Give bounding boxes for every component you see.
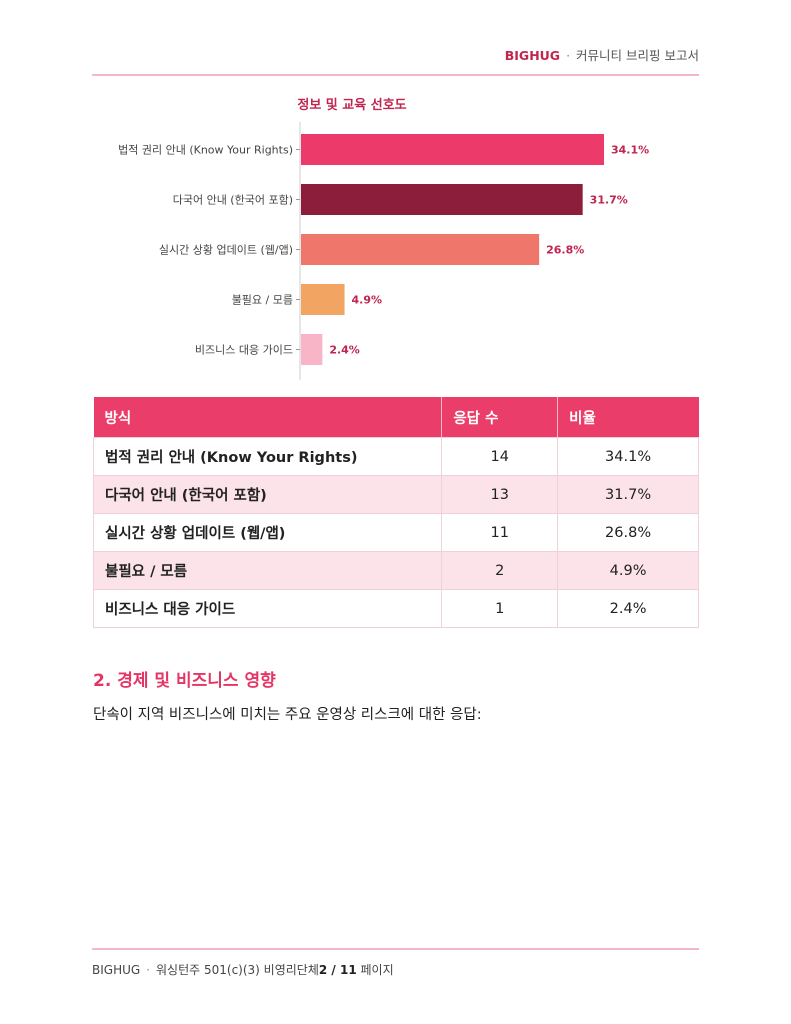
table-cell-count: 1 — [441, 589, 559, 628]
table-row: 비즈니스 대응 가이드 1 2.4% — [92, 589, 699, 628]
table-row: 불필요 / 모름 2 4.9% — [92, 551, 699, 590]
footer-brand: BIGHUG — [92, 963, 141, 977]
chart-data-label: 26.8% — [546, 244, 584, 257]
column-header-ratio: 비율 — [557, 397, 699, 438]
table-cell-ratio: 31.7% — [557, 475, 699, 514]
table-cell-ratio: 26.8% — [557, 513, 699, 552]
table-header-row: 방식 응답 수 비율 — [93, 397, 699, 438]
chart-category-label: 불필요 / 모름 — [232, 294, 293, 307]
table-cell-count: 13 — [441, 475, 559, 514]
table-cell-ratio: 4.9% — [557, 551, 699, 590]
section-title: 2. 경제 및 비즈니스 영향 — [93, 671, 276, 691]
footer-page-number: 2 / 11 — [318, 963, 357, 977]
chart-data-label: 2.4% — [329, 344, 360, 357]
table-cell-method: 법적 권리 안내 (Know Your Rights) — [92, 437, 443, 476]
header-brand: BIGHUG — [504, 48, 561, 63]
section-text: 단속이 지역 비즈니스에 미치는 주요 운영상 리스크에 대한 응답: — [93, 707, 482, 723]
chart-bar — [301, 284, 345, 315]
table-cell-count: 11 — [441, 513, 559, 552]
table-cell-ratio: 34.1% — [557, 437, 699, 476]
chart-category-label: 법적 권리 안내 (Know Your Rights) — [118, 144, 293, 157]
chart-category-label: 실시간 상황 업데이트 (웹/앱) — [159, 244, 293, 257]
chart-bar — [301, 334, 323, 365]
table-row: 실시간 상황 업데이트 (웹/앱) 11 26.8% — [92, 513, 699, 552]
chart-data-label: 31.7% — [590, 194, 628, 207]
table-cell-method: 비즈니스 대응 가이드 — [92, 589, 443, 628]
table-row: 다국어 안내 (한국어 포함) 13 31.7% — [92, 475, 699, 514]
chart-bar — [301, 234, 540, 265]
table-cell-ratio: 2.4% — [557, 589, 699, 628]
footer-org: 워싱턴주 501(c)(3) 비영리단체 — [156, 963, 319, 977]
table-cell-method: 다국어 안내 (한국어 포함) — [92, 475, 443, 514]
chart-category-label: 비즈니스 대응 가이드 — [195, 344, 293, 357]
column-header-count: 응답 수 — [441, 397, 559, 438]
chart-bar — [301, 134, 604, 165]
header-separator: · — [566, 48, 571, 63]
header-subtitle: 커뮤니티 브리핑 보고서 — [576, 48, 699, 63]
table-cell-method: 실시간 상황 업데이트 (웹/앱) — [92, 513, 443, 552]
chart-data-label: 34.1% — [611, 144, 649, 157]
page-header: BIGHUG · 커뮤니티 브리핑 보고서 — [92, 46, 699, 76]
preference-table: 방식 응답 수 비율 법적 권리 안내 (Know Your Rights) 1… — [92, 397, 699, 628]
table-cell-method: 불필요 / 모름 — [92, 551, 443, 590]
chart-bar — [301, 184, 583, 215]
table-row: 법적 권리 안내 (Know Your Rights) 14 34.1% — [92, 437, 699, 476]
footer-page-suffix: 페이지 — [356, 963, 394, 977]
footer-separator: · — [146, 963, 151, 977]
column-header-method: 방식 — [93, 397, 443, 438]
chart-title: 정보 및 교육 선호도 — [297, 97, 406, 113]
table-cell-count: 14 — [441, 437, 559, 476]
table-cell-count: 2 — [441, 551, 559, 590]
page-footer: BIGHUG · 워싱턴주 501(c)(3) 비영리단체2 / 11 페이지 — [92, 948, 699, 978]
chart-data-label: 4.9% — [352, 294, 383, 307]
chart-category-label: 다국어 안내 (한국어 포함) — [173, 194, 293, 207]
